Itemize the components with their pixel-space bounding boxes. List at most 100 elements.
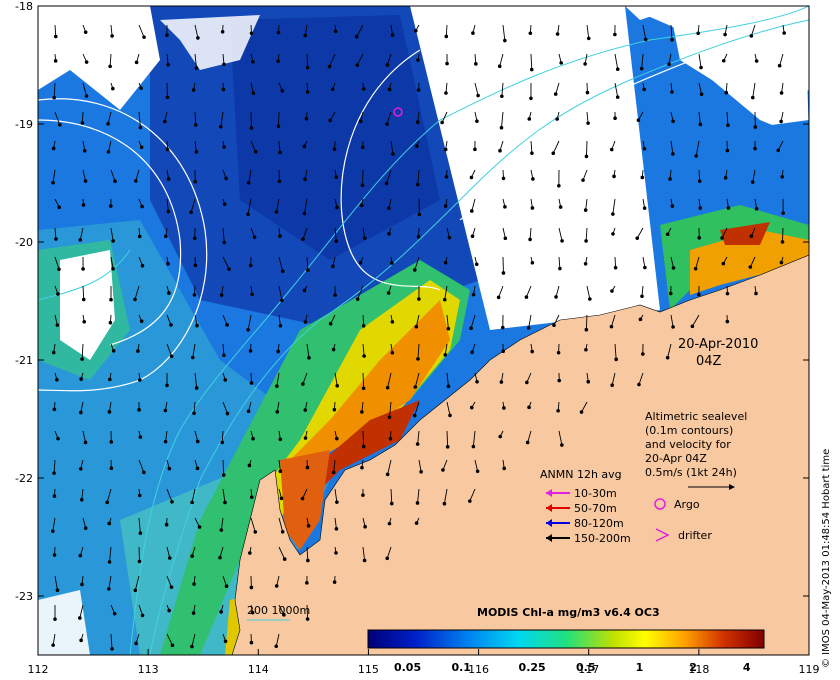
velocity-arrow-head [170, 499, 174, 504]
velocity-arrow [526, 285, 532, 298]
velocity-arrow [221, 430, 224, 443]
velocity-arrow-head [307, 355, 311, 360]
velocity-arrow-head [585, 90, 590, 95]
velocity-arrow-head [443, 260, 448, 265]
time-label: 04Z [696, 354, 722, 369]
velocity-arrow [135, 169, 140, 181]
velocity-arrow-head [443, 147, 448, 152]
velocity-arrow [553, 314, 560, 326]
velocity-arrow [501, 82, 504, 97]
velocity-arrow-head [501, 271, 506, 275]
velocity-arrow-head [305, 65, 310, 70]
velocity-arrow-head [334, 551, 338, 555]
velocity-arrow-head [134, 60, 139, 65]
velocity-arrow-head [446, 384, 451, 389]
argo-legend-icon [654, 498, 666, 510]
velocity-arrow-head [501, 325, 505, 330]
velocity-arrow [446, 314, 449, 329]
velocity-arrow [194, 111, 197, 125]
velocity-arrow [222, 575, 227, 587]
velocity-arrow-head [780, 175, 785, 179]
velocity-arrow [334, 372, 338, 386]
velocity-arrow-head [302, 144, 307, 149]
velocity-arrow-head [754, 291, 758, 296]
velocity-arrow-head [440, 120, 444, 125]
velocity-arrow-head [78, 466, 83, 471]
velocity-arrow [444, 285, 448, 300]
velocity-arrow [356, 53, 364, 66]
velocity-arrow [469, 488, 476, 502]
velocity-arrow-head [219, 610, 223, 614]
y-tick-label: -20 [15, 236, 33, 249]
velocity-arrow-head [442, 297, 447, 302]
velocity-arrow-head [303, 177, 307, 182]
velocity-arrow [166, 198, 169, 212]
velocity-arrow-head [83, 526, 88, 530]
velocity-arrow [418, 459, 422, 472]
velocity-arrow-head [280, 298, 284, 303]
velocity-arrow [110, 169, 116, 182]
velocity-arrow-head [697, 179, 702, 183]
velocity-arrow-head [415, 120, 420, 125]
velocity-arrow-head [138, 378, 142, 382]
velocity-arrow-head [698, 122, 703, 127]
velocity-arrow-head [140, 204, 144, 209]
drifter-legend-label: drifter [678, 529, 712, 542]
velocity-arrow-head [560, 239, 564, 243]
velocity-arrow [501, 111, 504, 128]
colorbar-tick-label: 1 [636, 661, 644, 674]
velocity-arrow-head [670, 204, 675, 208]
velocity-arrow-head [361, 444, 366, 449]
velocity-arrow [387, 53, 392, 66]
velocity-arrow [54, 256, 60, 270]
velocity-arrow-head [192, 582, 196, 586]
velocity-arrow-head [109, 297, 113, 302]
anmn-item-150-200: 150-200m [546, 532, 631, 545]
velocity-arrow-head [557, 183, 561, 188]
velocity-arrow-head [79, 410, 83, 415]
velocity-arrow-head [611, 212, 615, 216]
velocity-arrow [446, 430, 449, 447]
velocity-arrow-head [306, 524, 311, 528]
anmn-item-80-120: 80-120m [546, 517, 624, 530]
velocity-arrow-head [306, 268, 310, 272]
velocity-arrow-head [362, 558, 367, 563]
velocity-arrow [558, 227, 563, 241]
velocity-arrow-head [471, 31, 475, 35]
velocity-arrow-head [530, 349, 534, 354]
velocity-arrow [667, 343, 672, 358]
velocity-arrow-head [416, 58, 420, 62]
colorbar-tick-label: 0.05 [394, 661, 421, 674]
velocity-arrow-head [252, 235, 257, 240]
velocity-arrow-head [670, 90, 674, 94]
velocity-arrow-head [671, 325, 675, 329]
velocity-arrow-head [194, 386, 199, 390]
velocity-arrow-head [332, 580, 337, 584]
velocity-arrow-head [721, 58, 726, 63]
velocity-arrow-head [109, 204, 113, 208]
velocity-arrow-head [54, 237, 58, 241]
velocity-arrow-head [361, 386, 366, 391]
velocity-arrow [222, 401, 228, 414]
velocity-arrow [138, 111, 141, 128]
velocity-arrow [278, 459, 281, 472]
velocity-arrow-head [57, 205, 62, 210]
velocity-arrow [110, 227, 114, 241]
velocity-arrow [390, 140, 394, 154]
velocity-arrow-head [133, 588, 138, 593]
velocity-arrow [614, 53, 619, 70]
velocity-arrow-head [474, 62, 478, 66]
velocity-arrow [638, 372, 644, 385]
velocity-arrow-head [496, 295, 501, 300]
velocity-arrow-head [331, 470, 336, 475]
altimetry-line-4: 20-Apr 04Z [645, 452, 707, 465]
velocity-arrow [302, 227, 308, 240]
velocity-arrow [528, 314, 532, 329]
velocity-arrow-head [107, 587, 111, 591]
velocity-arrow-head [278, 323, 283, 328]
velocity-arrow-head [163, 234, 168, 239]
velocity-arrow-head [360, 465, 364, 470]
velocity-arrow-head [223, 639, 228, 644]
velocity-arrow-head [222, 202, 227, 207]
velocity-arrow-head [220, 440, 225, 445]
